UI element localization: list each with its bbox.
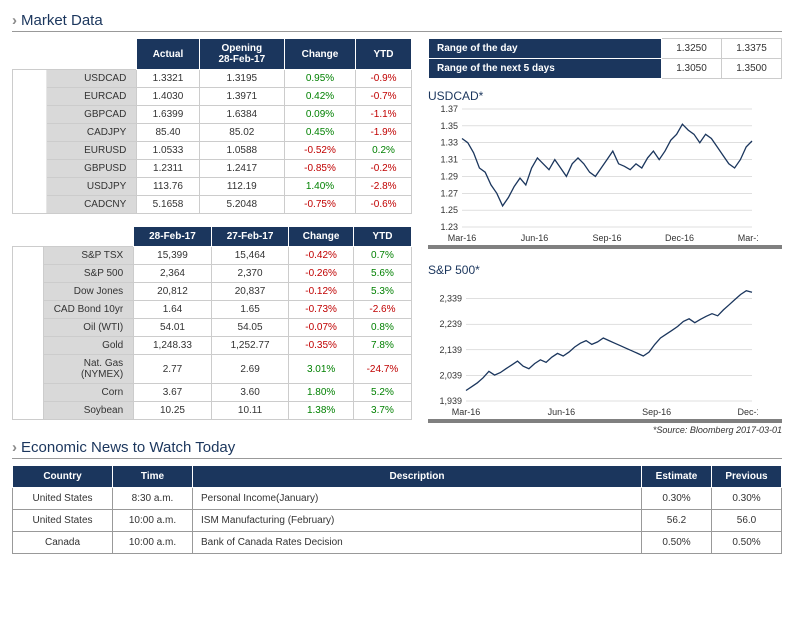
om-row-6: Nat. Gas (NYMEX) xyxy=(44,355,134,384)
om-row-2: Dow Jones xyxy=(44,283,134,301)
svg-text:2,239: 2,239 xyxy=(439,319,462,329)
svg-text:1.29: 1.29 xyxy=(440,171,458,181)
sp500-chart: 1,939 2,039 2,139 2,239 2,339 Mar-16 Jun-16 Sep… xyxy=(428,279,782,423)
om-row-5: Gold xyxy=(44,337,134,355)
range-table: Range of the day1.32501.3375Range of the… xyxy=(428,38,782,79)
svg-text:Dec-16: Dec-16 xyxy=(665,233,694,243)
svg-text:Jun-16: Jun-16 xyxy=(521,233,549,243)
svg-text:Dec-16: Dec-16 xyxy=(737,407,758,417)
news-col-4: Previous xyxy=(712,466,782,488)
fx-row-EURUSD: EURUSD xyxy=(47,142,137,160)
news-col-2: Description xyxy=(193,466,642,488)
fx-row-USDJPY: USDJPY xyxy=(47,178,137,196)
om-vlabel: Other Markets xyxy=(13,247,44,420)
economic-news-table: CountryTimeDescriptionEstimatePrevious U… xyxy=(12,465,782,554)
chart2-title: S&P 500* xyxy=(428,263,782,277)
om-col-3: YTD xyxy=(353,227,411,247)
economic-news-title: ›Economic News to Watch Today xyxy=(12,439,782,459)
svg-text:1,939: 1,939 xyxy=(439,396,462,406)
svg-text:1.31: 1.31 xyxy=(440,155,458,165)
range-label-0: Range of the day xyxy=(429,39,662,59)
svg-text:2,039: 2,039 xyxy=(439,370,462,380)
svg-text:Jun-16: Jun-16 xyxy=(548,407,576,417)
fx-row-EURCAD: EURCAD xyxy=(47,88,137,106)
usdcad-chart: 1.23 1.25 1.27 1.29 1.31 1.33 1.35 1.37 Mar-16 Ju… xyxy=(428,105,782,249)
svg-text:1.35: 1.35 xyxy=(440,121,458,131)
fx-col-1: Opening28-Feb-17 xyxy=(199,39,284,70)
fx-col-2: Change xyxy=(284,39,355,70)
om-col-2: Change xyxy=(289,227,354,247)
fx-row-GBPUSD: GBPUSD xyxy=(47,160,137,178)
svg-text:1.37: 1.37 xyxy=(440,105,458,114)
om-row-8: Soybean xyxy=(44,402,134,420)
svg-text:1.25: 1.25 xyxy=(440,205,458,215)
fx-row-USDCAD: USDCAD xyxy=(47,70,137,88)
svg-text:Mar-16: Mar-16 xyxy=(452,407,481,417)
om-row-4: Oil (WTI) xyxy=(44,319,134,337)
fx-table: ActualOpening28-Feb-17ChangeYTD FXUSDCAD… xyxy=(12,38,412,214)
svg-text:Sep-16: Sep-16 xyxy=(592,233,621,243)
om-col-1: 27-Feb-17 xyxy=(211,227,289,247)
source-note: *Source: Bloomberg 2017-03-01 xyxy=(428,425,782,435)
market-data-title: ›Market Data xyxy=(12,12,782,32)
svg-text:1.33: 1.33 xyxy=(440,138,458,148)
fx-col-0: Actual xyxy=(137,39,199,70)
fx-vlabel: FX xyxy=(13,70,47,214)
svg-text:1.27: 1.27 xyxy=(440,188,458,198)
range-label-1: Range of the next 5 days xyxy=(429,59,662,79)
svg-text:2,339: 2,339 xyxy=(439,294,462,304)
om-col-0: 28-Feb-17 xyxy=(134,227,212,247)
news-col-1: Time xyxy=(113,466,193,488)
svg-text:1.23: 1.23 xyxy=(440,222,458,232)
chart1-title: USDCAD* xyxy=(428,89,782,103)
svg-text:Mar-16: Mar-16 xyxy=(448,233,477,243)
om-row-7: Corn xyxy=(44,384,134,402)
fx-row-CADCNY: CADCNY xyxy=(47,196,137,214)
fx-row-GBPCAD: GBPCAD xyxy=(47,106,137,124)
other-markets-table: 28-Feb-1727-Feb-17ChangeYTD Other Market… xyxy=(12,226,412,420)
om-row-1: S&P 500 xyxy=(44,265,134,283)
news-col-0: Country xyxy=(13,466,113,488)
svg-text:Mar-17: Mar-17 xyxy=(738,233,758,243)
fx-col-3: YTD xyxy=(356,39,412,70)
svg-text:2,139: 2,139 xyxy=(439,345,462,355)
svg-text:Sep-16: Sep-16 xyxy=(642,407,671,417)
fx-row-CADJPY: CADJPY xyxy=(47,124,137,142)
om-row-0: S&P TSX xyxy=(44,247,134,265)
news-col-3: Estimate xyxy=(642,466,712,488)
om-row-3: CAD Bond 10yr xyxy=(44,301,134,319)
